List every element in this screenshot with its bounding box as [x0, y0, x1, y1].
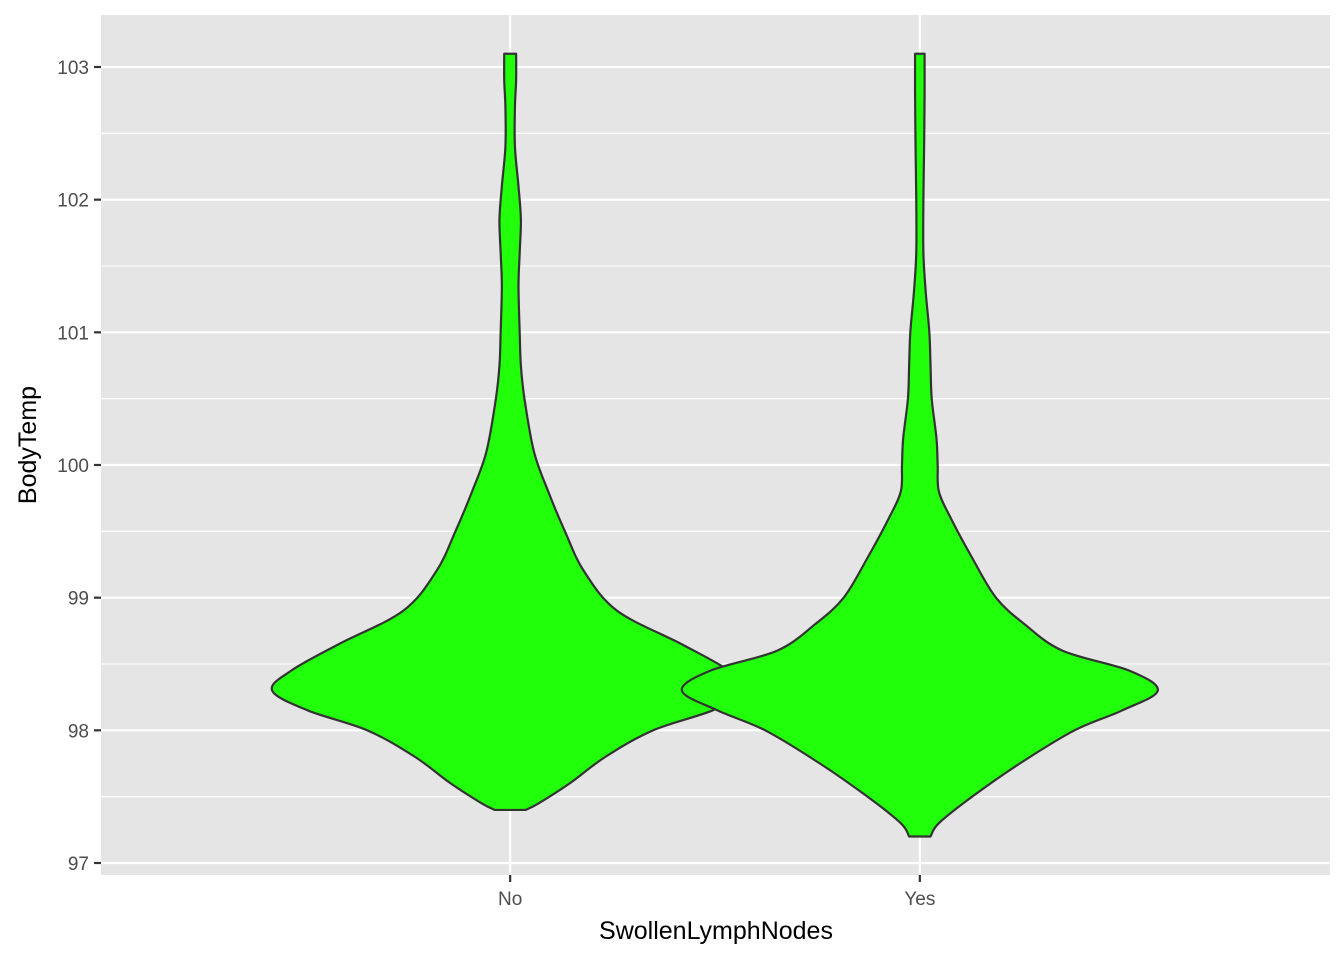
y-tick-label: 101 [57, 323, 89, 344]
x-tick-label: No [498, 889, 522, 910]
y-tick-label: 102 [57, 191, 89, 212]
x-axis: No Yes [498, 875, 935, 910]
y-tick-label: 103 [57, 58, 89, 79]
y-axis-title: BodyTemp [14, 386, 42, 504]
y-tick-label: 99 [68, 589, 89, 610]
violins [270, 52, 1159, 838]
violin-yes [680, 52, 1159, 838]
x-axis-title: SwollenLymphNodes [599, 917, 833, 945]
plot-panel [101, 15, 1330, 875]
violin-no [270, 52, 750, 812]
y-tick-label: 98 [68, 721, 89, 742]
y-tick-label: 100 [57, 456, 89, 477]
x-tick-label: Yes [904, 889, 935, 910]
y-tick-label: 97 [68, 854, 89, 875]
y-axis: 97 98 99 100 101 102 103 [57, 58, 101, 875]
